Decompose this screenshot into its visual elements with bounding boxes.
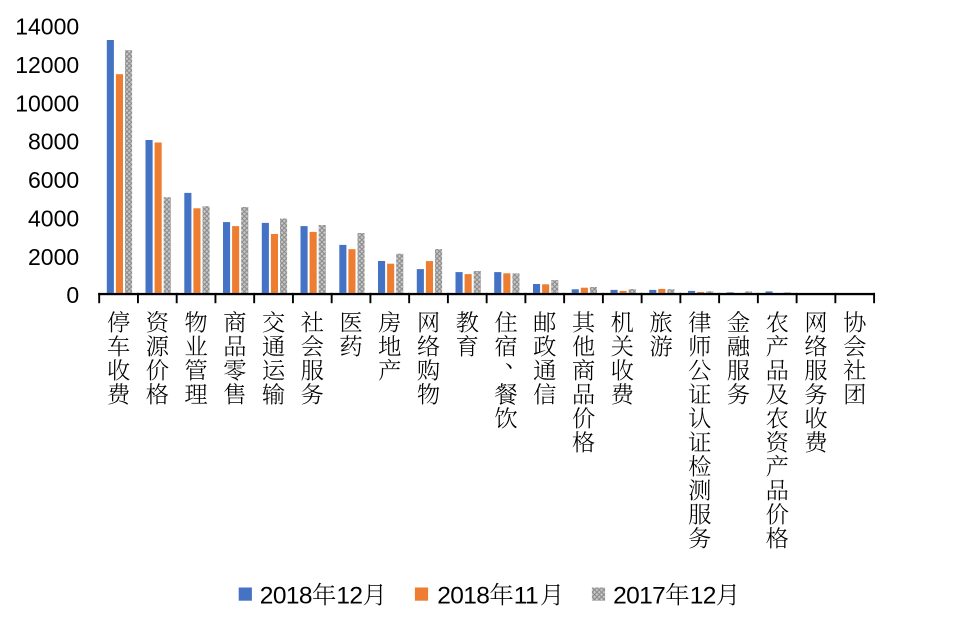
svg-text:2018: 2018: [260, 583, 312, 610]
svg-text:0: 0: [66, 282, 79, 308]
svg-text:2018: 2018: [437, 583, 489, 610]
svg-text:10000: 10000: [15, 90, 79, 116]
svg-text:12: 12: [336, 583, 362, 610]
svg-text:2000: 2000: [28, 244, 79, 270]
svg-text:12: 12: [690, 583, 716, 610]
svg-text:8000: 8000: [28, 129, 79, 155]
svg-text:6000: 6000: [28, 167, 79, 193]
svg-text:14000: 14000: [15, 14, 79, 40]
svg-text:12000: 12000: [15, 52, 79, 78]
svg-text:2017: 2017: [613, 583, 665, 610]
svg-text:4000: 4000: [28, 206, 79, 232]
svg-text:11: 11: [514, 583, 538, 610]
